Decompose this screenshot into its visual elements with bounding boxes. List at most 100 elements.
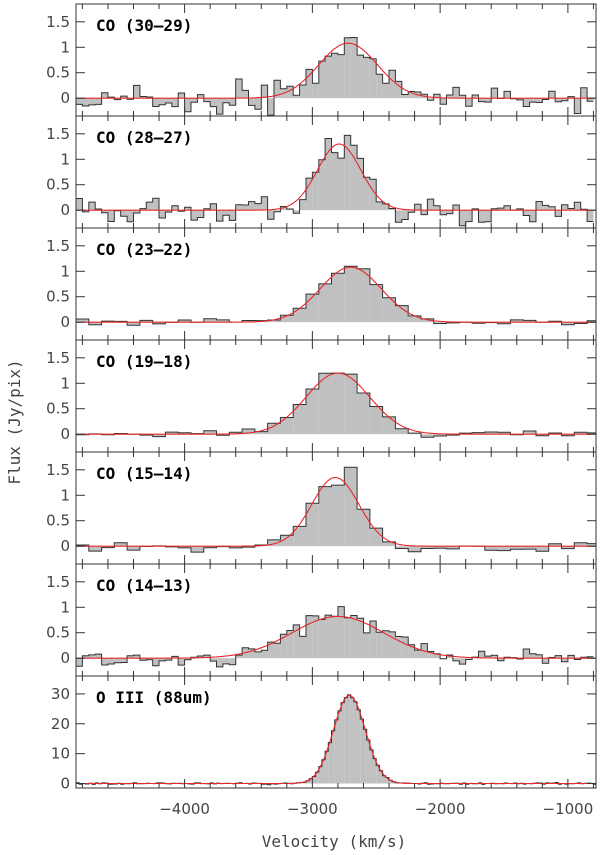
- x-tick-label-0: −4000: [159, 800, 210, 818]
- panel-2-bin-55: [427, 199, 434, 211]
- panel-3: 0 0.5 1 1.5 CO (23–22): [46, 227, 597, 341]
- panel-3-bin-18: [305, 294, 319, 323]
- panel-6-bin-30: [267, 642, 275, 659]
- panel-1-bin-69: [516, 98, 524, 100]
- panel-6-bin-22: [216, 658, 223, 667]
- panel-1-bin-15: [171, 98, 179, 107]
- panel-3-ytick-label-1: 0.5: [46, 288, 70, 306]
- panel-1-bin-2: [88, 98, 96, 105]
- panel-2-bin-77: [567, 208, 575, 211]
- panel-1-title: CO (30–29): [96, 16, 192, 35]
- x-axis-label: Velocity (km/s): [262, 832, 407, 851]
- panel-6-bin-80: [587, 656, 594, 659]
- panel-1-bin-70: [523, 98, 530, 107]
- panel-3-bin-21: [344, 266, 358, 323]
- panel-1-bin-74: [548, 91, 556, 99]
- panel-2-bin-28: [254, 203, 262, 211]
- panel-2-bin-42: [344, 135, 351, 211]
- panel-2-bin-3: [95, 208, 102, 211]
- panel-2-bin-12: [152, 198, 160, 211]
- panel-4-bin-17: [293, 404, 306, 435]
- panel-2-bin-37: [312, 172, 319, 211]
- panel-6-bin-42: [344, 617, 351, 659]
- panel-1-bin-16: [178, 93, 185, 99]
- panel-2-bin-74: [548, 206, 556, 211]
- panel-3-bin-8: [178, 320, 191, 323]
- panel-7-bin-95: [379, 770, 383, 784]
- panel-6-bin-47: [376, 632, 383, 659]
- x-tick-label-3: −1000: [543, 800, 594, 818]
- panel-6-plot-area: [76, 606, 596, 668]
- panel-4-bin-31: [472, 432, 485, 435]
- panel-3-bin-33: [497, 322, 511, 324]
- panel-5-bin-9: [190, 546, 204, 553]
- panel-4-bin-19: [318, 373, 332, 435]
- panel-1-bin-51: [401, 94, 409, 99]
- panel-7-bin-81: [334, 719, 338, 784]
- panel-6-bin-56: [433, 653, 441, 659]
- panel-2-bin-69: [516, 208, 524, 211]
- panel-5-bin-22: [357, 509, 370, 547]
- panel-7-gaussian-fit: [76, 694, 596, 785]
- panel-1-bin-22: [216, 98, 223, 115]
- panel-2-bin-10: [139, 208, 147, 211]
- panel-1-ytick-label-1: 0.5: [46, 64, 70, 82]
- panel-2-bin-11: [146, 202, 153, 211]
- panel-6-bin-20: [203, 655, 211, 659]
- panel-7-bin-75: [315, 772, 319, 784]
- panel-7-bin-90: [363, 729, 367, 784]
- panel-1-bin-43: [350, 37, 358, 99]
- panel-3-bin-28: [433, 322, 447, 324]
- panel-4-bin-22: [357, 393, 370, 435]
- panel-6-bin-36: [305, 615, 313, 659]
- panel-2-gaussian-fit: [76, 143, 596, 211]
- panel-6-ytick-label-3: 1.5: [46, 573, 70, 591]
- panel-2-bin-56: [433, 205, 441, 211]
- x-tick-label-1: −3000: [287, 800, 338, 818]
- panel-2-bin-1: [82, 210, 89, 212]
- panel-4-bin-18: [305, 389, 319, 435]
- panel-3-ytick-label-2: 1: [60, 262, 70, 280]
- panel-6-bin-77: [567, 655, 575, 659]
- panel-7-bin-86: [350, 697, 354, 784]
- panel-2-bin-0: [76, 198, 83, 211]
- panel-3-bin-11: [216, 319, 230, 323]
- panel-2-bin-45: [363, 177, 370, 211]
- panel-4-bin-36: [535, 434, 549, 436]
- panel-2-bin-57: [440, 210, 447, 215]
- panel-7-title: O III (88um): [96, 688, 212, 707]
- panel-7-frame: [75, 675, 597, 789]
- panel-5-bin-3: [114, 542, 128, 547]
- panel-6-bin-6: [114, 658, 121, 663]
- panel-7-bin-94: [376, 765, 380, 784]
- panel-6-bin-10: [139, 658, 147, 661]
- panel-5-bin-10: [203, 546, 217, 548]
- panel-1-ytick-label-2: 1: [60, 38, 70, 56]
- panel-2-bin-30: [267, 210, 275, 220]
- panel-4-bin-21: [344, 374, 358, 435]
- panel-6-bin-43: [350, 615, 358, 659]
- panel-7-bin-98: [389, 780, 393, 784]
- panel-2-bin-34: [293, 210, 300, 214]
- panel-4-bin-26: [408, 433, 421, 435]
- panel-7-ytick-label-3: 30: [51, 685, 70, 703]
- panel-4-bin-23: [369, 406, 383, 435]
- panel-5-bin-39: [574, 542, 588, 547]
- panel-1: 0 0.5 1 1.5 CO (30–29): [46, 3, 597, 117]
- panel-6-bin-31: [274, 643, 281, 659]
- panel-5-bin-25: [395, 546, 409, 549]
- panel-1-bin-10: [139, 96, 147, 99]
- panel-1-bin-13: [159, 98, 166, 105]
- panel-6-bin-33: [286, 630, 294, 659]
- panel-6-bin-75: [555, 655, 562, 659]
- panel-6-bin-71: [529, 653, 536, 659]
- panel-1-bin-55: [427, 98, 434, 101]
- panel-3-bin-25: [395, 305, 409, 323]
- panel-6-bin-4: [101, 658, 108, 665]
- panel-1-spectrum-outline: [76, 37, 594, 116]
- panel-2-bin-58: [446, 210, 453, 214]
- panel-5-bin-35: [523, 546, 536, 550]
- panel-6-bin-15: [171, 656, 179, 659]
- panel-6-bin-53: [414, 650, 421, 659]
- panel-7-bin-76: [318, 766, 322, 784]
